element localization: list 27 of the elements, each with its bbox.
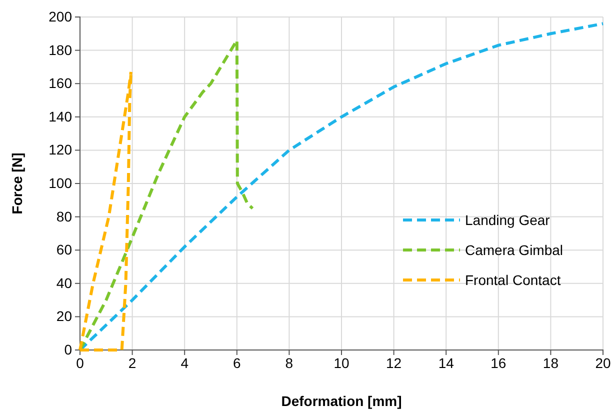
y-tick-label: 160 [48, 75, 72, 92]
x-tick-label: 18 [542, 354, 559, 371]
y-tick-label: 200 [48, 8, 72, 24]
y-tick-label: 0 [64, 341, 72, 358]
y-tick-label: 180 [48, 42, 72, 58]
legend-label: Landing Gear [465, 212, 550, 228]
x-tick-label: 12 [386, 354, 402, 371]
x-tick-label: 0 [76, 354, 84, 371]
y-tick-label: 40 [56, 274, 72, 291]
x-tick-label: 10 [334, 354, 350, 371]
y-tick-label: 20 [56, 308, 72, 324]
y-tick-label: 60 [56, 242, 72, 258]
x-tick-label: 14 [438, 354, 454, 371]
y-tick-label: 120 [48, 142, 72, 158]
x-axis-title: Deformation [mm] [281, 393, 402, 409]
x-tick-label: 16 [490, 354, 506, 371]
x-tick-label: 20 [595, 354, 611, 371]
x-tick-label: 2 [128, 354, 136, 371]
y-tick-label: 100 [48, 174, 72, 191]
y-tick-label: 140 [48, 108, 72, 124]
legend-label: Camera Gimbal [465, 242, 564, 258]
y-axis-title: Force [N] [9, 152, 25, 214]
y-tick-label: 80 [56, 208, 72, 224]
x-tick-label: 6 [233, 354, 241, 371]
x-tick-label: 4 [180, 354, 189, 371]
x-tick-label: 8 [285, 354, 294, 371]
legend-label: Frontal Contact [465, 272, 561, 288]
